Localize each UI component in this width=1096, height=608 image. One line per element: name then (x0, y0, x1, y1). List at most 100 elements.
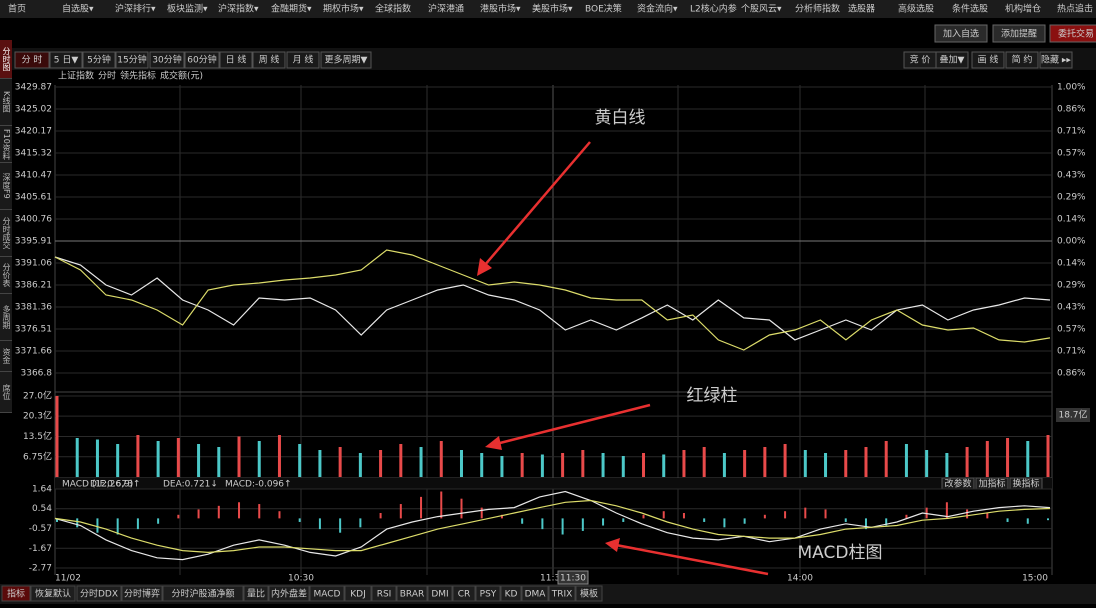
toolbar-button[interactable]: 日 线 (226, 54, 247, 66)
bottom-tab[interactable]: 分时DDX (80, 588, 118, 600)
side-tab[interactable]: 席位 (0, 372, 12, 413)
right-axis-label: 0.71% (1057, 126, 1086, 136)
side-tab[interactable]: F10资料 (0, 126, 12, 163)
price-line (54, 249, 1051, 351)
menu-item[interactable]: 金融期货▾ (271, 3, 312, 15)
toolbar-button[interactable]: 简 约 (1012, 54, 1033, 66)
bottom-tab[interactable]: RSI (377, 590, 392, 600)
bottom-tab[interactable]: DMA (525, 590, 547, 600)
toolbar-button[interactable]: 5分钟 (87, 54, 111, 66)
menu-item[interactable]: 沪深港通 (428, 3, 464, 15)
side-tab[interactable]: 深度F9 (0, 163, 12, 210)
menu-item[interactable]: 美股市场▾ (532, 3, 573, 15)
side-tab[interactable]: 分价表 (0, 257, 12, 294)
menu-item[interactable]: 个股风云▾ (741, 4, 782, 15)
bottom-tab[interactable]: 分时沪股通净额 (171, 588, 234, 600)
side-tab[interactable]: 分时成交 (0, 210, 12, 257)
menu-item[interactable]: 港股市场▾ (480, 3, 521, 15)
toolbar-button[interactable]: 5 日▼ (54, 55, 79, 66)
bottom-tab[interactable]: DMI (431, 590, 448, 600)
toolbar-button[interactable]: 月 线 (293, 54, 314, 66)
bottom-tab-bg (500, 585, 522, 602)
indicator-button[interactable]: 换指标 (1012, 478, 1039, 490)
macd-header: MACD (12,26,9) (62, 480, 133, 490)
menu-item[interactable]: 资金流向▾ (637, 3, 678, 15)
cursor-label-bg (557, 570, 589, 585)
volume-bar (338, 447, 342, 477)
macd-bar (743, 518, 746, 524)
menu-item[interactable]: 机构增仓 (1005, 3, 1041, 15)
toolbar-button-bg (971, 51, 1005, 69)
toolbar-button[interactable]: 周 线 (259, 54, 280, 66)
menu-item[interactable]: 高级选股 (898, 3, 934, 15)
bottom-tab-bg (1, 585, 31, 602)
menu-item[interactable]: 沪深排行▾ (115, 3, 156, 15)
toolbar-button[interactable]: 叠加▼ (940, 55, 965, 66)
bottom-tab[interactable]: 恢复默认 (35, 588, 71, 600)
volume-bar (459, 450, 463, 477)
bottom-tab[interactable]: 模板 (580, 588, 598, 600)
right-axis-label: 0.43% (1057, 302, 1086, 312)
indicator-button[interactable]: 加指标 (978, 478, 1005, 490)
toolbar-button-bg (14, 51, 50, 69)
volume-bar (1046, 435, 1050, 477)
menu-item[interactable]: 首页 (8, 3, 26, 15)
toolbar-button[interactable]: 60分钟 (187, 54, 216, 66)
macd-bar (96, 518, 99, 533)
macd-bar (703, 518, 706, 522)
bottom-tab[interactable]: 分时博弈 (124, 588, 160, 600)
bottom-tab[interactable]: PSY (480, 590, 497, 600)
bottom-tab-bg (76, 585, 122, 602)
y-tick-label: 3376.51 (15, 324, 52, 334)
menu-item[interactable]: 分析师指数 (795, 3, 840, 15)
macd-bar (76, 518, 79, 528)
annotation: 红绿柱 (687, 386, 738, 406)
side-tab[interactable]: 资金 (0, 341, 12, 372)
bottom-tab[interactable]: CR (458, 590, 471, 600)
top-button[interactable]: 加入自选 (943, 28, 979, 40)
macd-bar (379, 513, 382, 519)
volume-bar (864, 447, 868, 477)
menu-item[interactable]: L2核心内参 (690, 3, 737, 15)
menu-item[interactable]: 热点追击 (1057, 3, 1093, 15)
side-tab[interactable]: 分时图 (0, 40, 12, 79)
toolbar-button[interactable]: 更多周期▼ (325, 54, 368, 66)
menu-item[interactable]: 板块监测▾ (167, 3, 208, 15)
side-tab[interactable]: 多周期 (0, 294, 12, 341)
toolbar-button[interactable]: 分 时 (22, 54, 43, 66)
macd-bar (460, 498, 463, 519)
bottom-tab[interactable]: KD (505, 590, 518, 600)
bottom-tab[interactable]: 量比 (247, 588, 265, 600)
y-tick-label: 1.64 (32, 485, 52, 495)
current-volume-bg (1056, 408, 1090, 422)
bottom-tab[interactable]: KDJ (350, 590, 366, 600)
macd-bar (440, 491, 443, 519)
volume-bar (197, 444, 201, 477)
menu-item[interactable]: 全球指数 (375, 3, 411, 15)
toolbar-button[interactable]: 竞 价 (910, 54, 931, 66)
menu-item[interactable]: 条件选股 (952, 3, 988, 15)
menu-item[interactable]: 期权市场▾ (323, 3, 364, 15)
bottom-tab[interactable]: 内外盘差 (271, 588, 307, 600)
bottom-tab[interactable]: MACD (314, 590, 341, 600)
menu-item[interactable]: 自选股▾ (62, 3, 94, 15)
top-button[interactable]: 添加提醒 (1001, 29, 1037, 40)
toolbar-button[interactable]: 隐藏 ▸▸ (1041, 54, 1071, 66)
toolbar-button[interactable]: 30分钟 (152, 54, 181, 66)
toolbar-button[interactable]: 画 线 (978, 54, 999, 66)
y-tick-label: 3425.02 (15, 104, 52, 114)
bottom-tab[interactable]: BRAR (400, 590, 424, 600)
toolbar-button[interactable]: 15分钟 (117, 54, 146, 66)
macd-bar (521, 518, 524, 524)
bottom-tab[interactable]: TRIX (551, 590, 573, 600)
macd-bar (197, 509, 200, 519)
top-button[interactable]: 委托交易 (1058, 28, 1094, 40)
volume-bar (682, 450, 686, 477)
indicator-button[interactable]: 改参数 (944, 478, 971, 490)
menu-item[interactable]: 沪深指数▾ (218, 3, 259, 15)
menu-item[interactable]: BOE决策 (585, 3, 622, 15)
side-tab[interactable]: K线图 (0, 79, 12, 126)
menu-item[interactable]: 选股器 (848, 3, 875, 15)
bottom-tab[interactable]: 指标 (7, 588, 25, 600)
